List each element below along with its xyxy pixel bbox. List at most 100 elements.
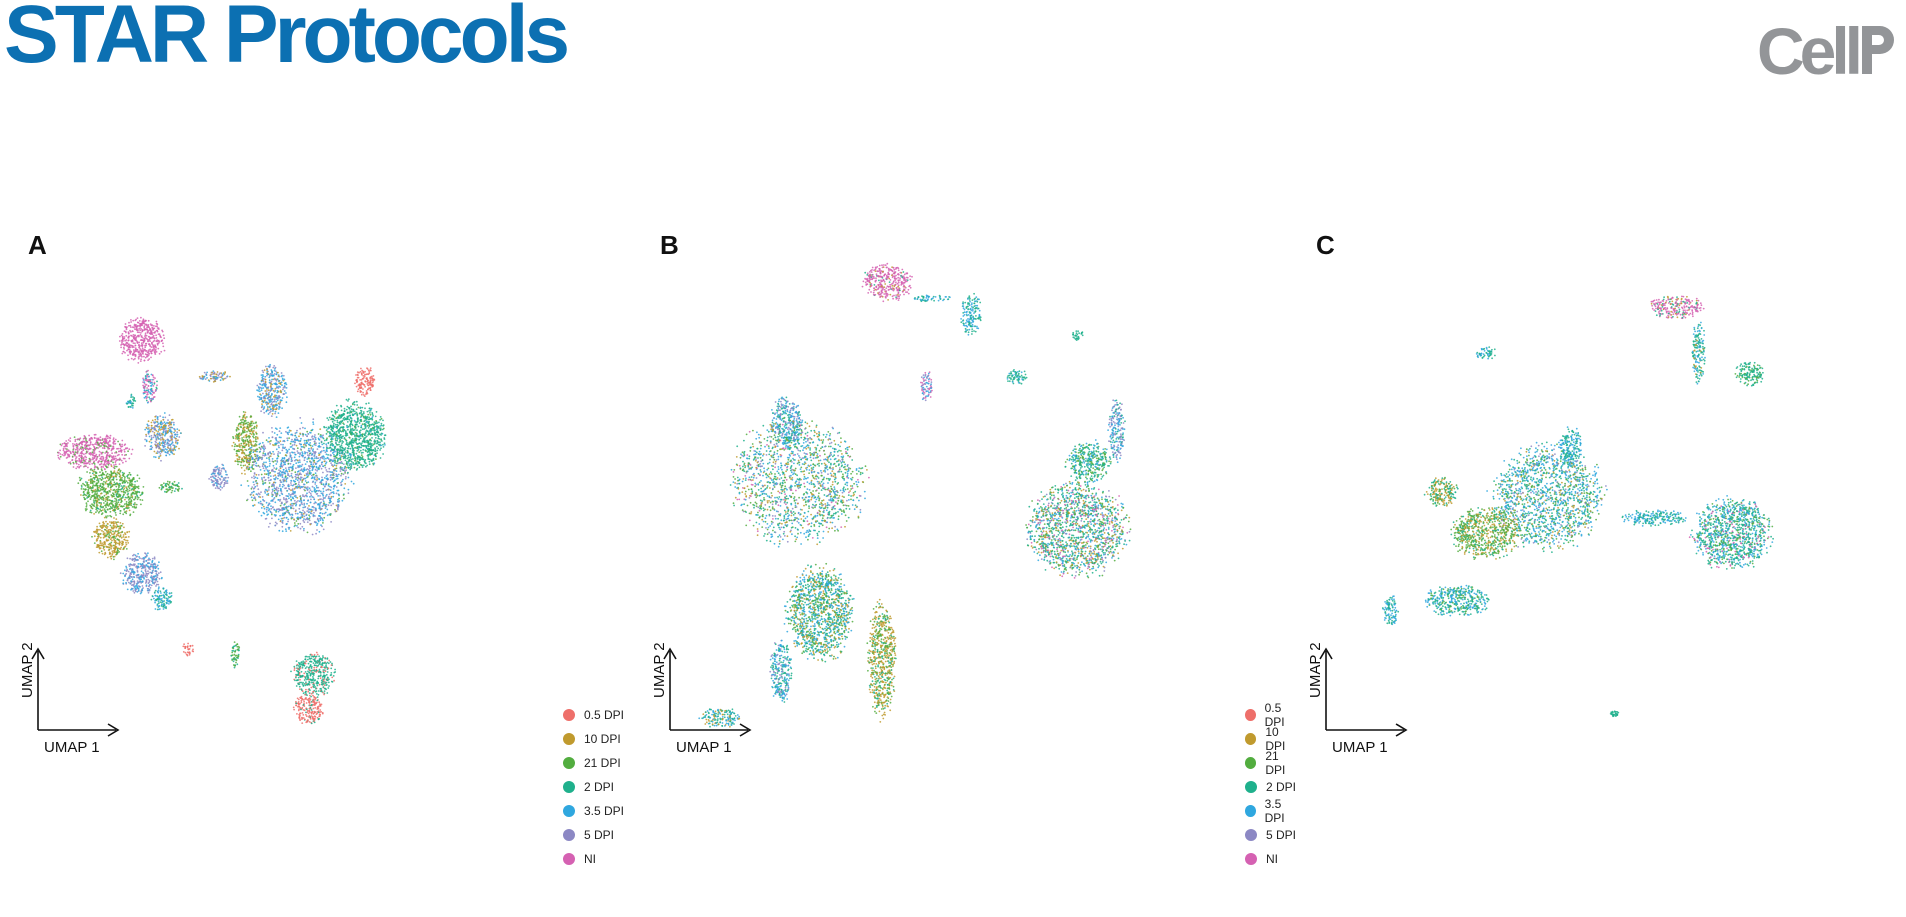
point [320,492,323,495]
point [166,431,169,434]
point [308,447,310,450]
point [225,482,228,484]
point [93,448,96,451]
point [131,576,133,578]
point [147,354,150,357]
point [147,350,150,353]
point [125,512,128,515]
point [122,346,125,349]
point [233,448,236,451]
point [80,494,82,496]
point [325,443,328,446]
point [303,442,306,444]
point [150,352,153,355]
point [119,572,122,575]
point [275,509,277,512]
point [143,559,145,561]
point [99,540,102,543]
point [134,589,137,592]
point [144,348,146,351]
panel-a: A UMAP 1 UMAP 2 0.5 DPI 10 DPI 21 DPI 2 DPI… [19,230,668,917]
point [222,372,225,375]
point [136,321,139,324]
point [168,592,171,594]
point [168,440,171,443]
point [112,504,115,507]
point [296,447,299,450]
point [72,466,75,468]
point [316,529,318,531]
point [128,509,131,512]
point [239,434,242,436]
point [264,492,267,494]
point [140,503,142,506]
point [285,480,288,483]
point [204,378,207,380]
point [159,454,162,457]
point [131,578,134,581]
point [132,477,135,479]
point [223,479,226,481]
point [99,457,102,460]
point [165,429,168,432]
point [274,410,277,413]
point [108,445,111,448]
point [106,539,109,542]
point [100,465,103,468]
point [243,469,246,472]
point [156,450,159,453]
point [133,506,136,509]
point [275,476,277,479]
point [144,428,147,431]
point [276,433,279,436]
point [136,580,139,582]
point [58,458,61,460]
point [173,484,175,486]
point [304,433,307,436]
point [240,423,242,426]
point [97,439,100,441]
point [110,472,113,475]
point [268,437,270,439]
point [320,435,323,437]
point [290,517,293,520]
point [159,590,162,593]
point [267,406,269,408]
point [121,471,124,474]
point [89,441,92,444]
point [313,498,316,501]
point [127,504,130,506]
point [122,489,125,491]
point [159,434,161,437]
point [68,450,70,452]
point [117,440,119,443]
point [267,389,270,392]
point [177,489,179,491]
point [270,403,273,405]
point [281,397,284,399]
point [147,424,150,427]
point [315,442,317,445]
point [141,344,144,347]
point [312,466,315,469]
point [81,446,84,449]
point [139,498,142,501]
point [136,317,139,319]
point [139,334,142,336]
point [262,505,265,508]
point [80,445,83,448]
point [257,390,260,392]
point [293,522,296,524]
point [253,427,256,430]
point [238,415,241,418]
point [96,466,98,469]
point [314,468,317,471]
point [72,449,75,451]
point [158,425,161,428]
point [134,324,137,326]
point [145,350,147,352]
point [78,454,81,457]
point [158,451,161,454]
point [271,431,274,433]
point [125,331,127,334]
